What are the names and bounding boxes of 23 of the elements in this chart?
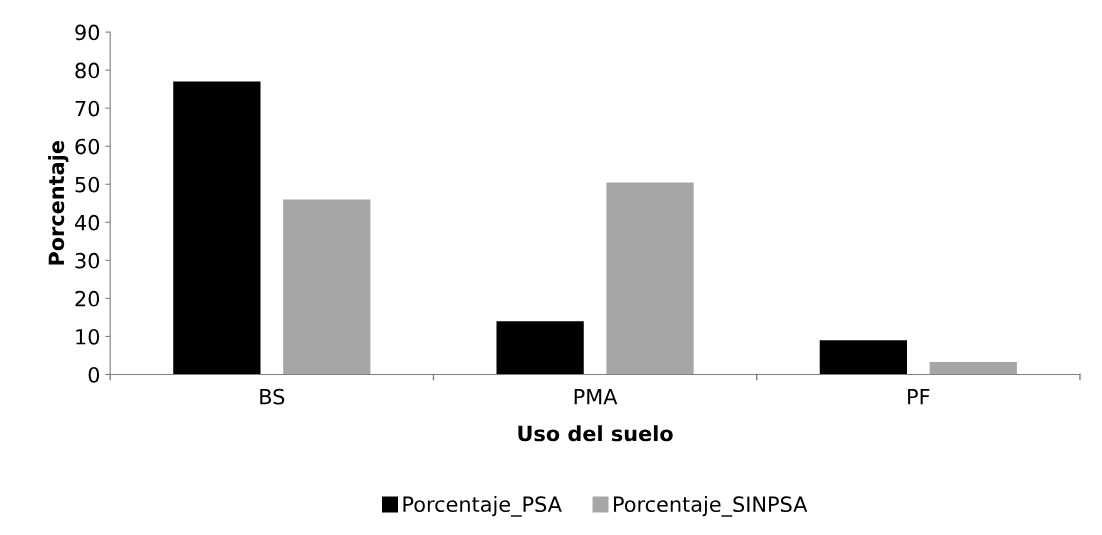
bar: [283, 199, 371, 375]
legend-label: Porcentaje_PSA: [403, 495, 562, 517]
y-tick-label: 70: [75, 100, 100, 117]
y-tick-label: 0: [88, 366, 100, 383]
y-tick-label: 10: [76, 328, 100, 345]
y-tick-label: 20: [75, 290, 100, 307]
y-tick-label: 80: [75, 62, 100, 79]
y-tick-label: 40: [74, 214, 100, 231]
bar: [606, 182, 694, 375]
bar: [496, 321, 584, 375]
bar: [819, 340, 908, 375]
x-tick-label: PMA: [574, 389, 618, 405]
y-tick-label: 90: [75, 24, 100, 41]
y-axis-title: Porcentaje: [48, 141, 69, 265]
bar: [929, 361, 1017, 375]
y-tick-label: 30: [75, 252, 100, 269]
x-axis-title: Uso del suelo: [518, 425, 673, 442]
legend-label: Porcentaje_SINPSA: [614, 495, 808, 517]
x-tick-label: BS: [260, 388, 285, 405]
y-tick-label: 50: [75, 176, 100, 193]
x-tick-label: PF: [908, 389, 930, 405]
bar: [173, 81, 261, 375]
y-tick-label: 60: [75, 138, 100, 155]
